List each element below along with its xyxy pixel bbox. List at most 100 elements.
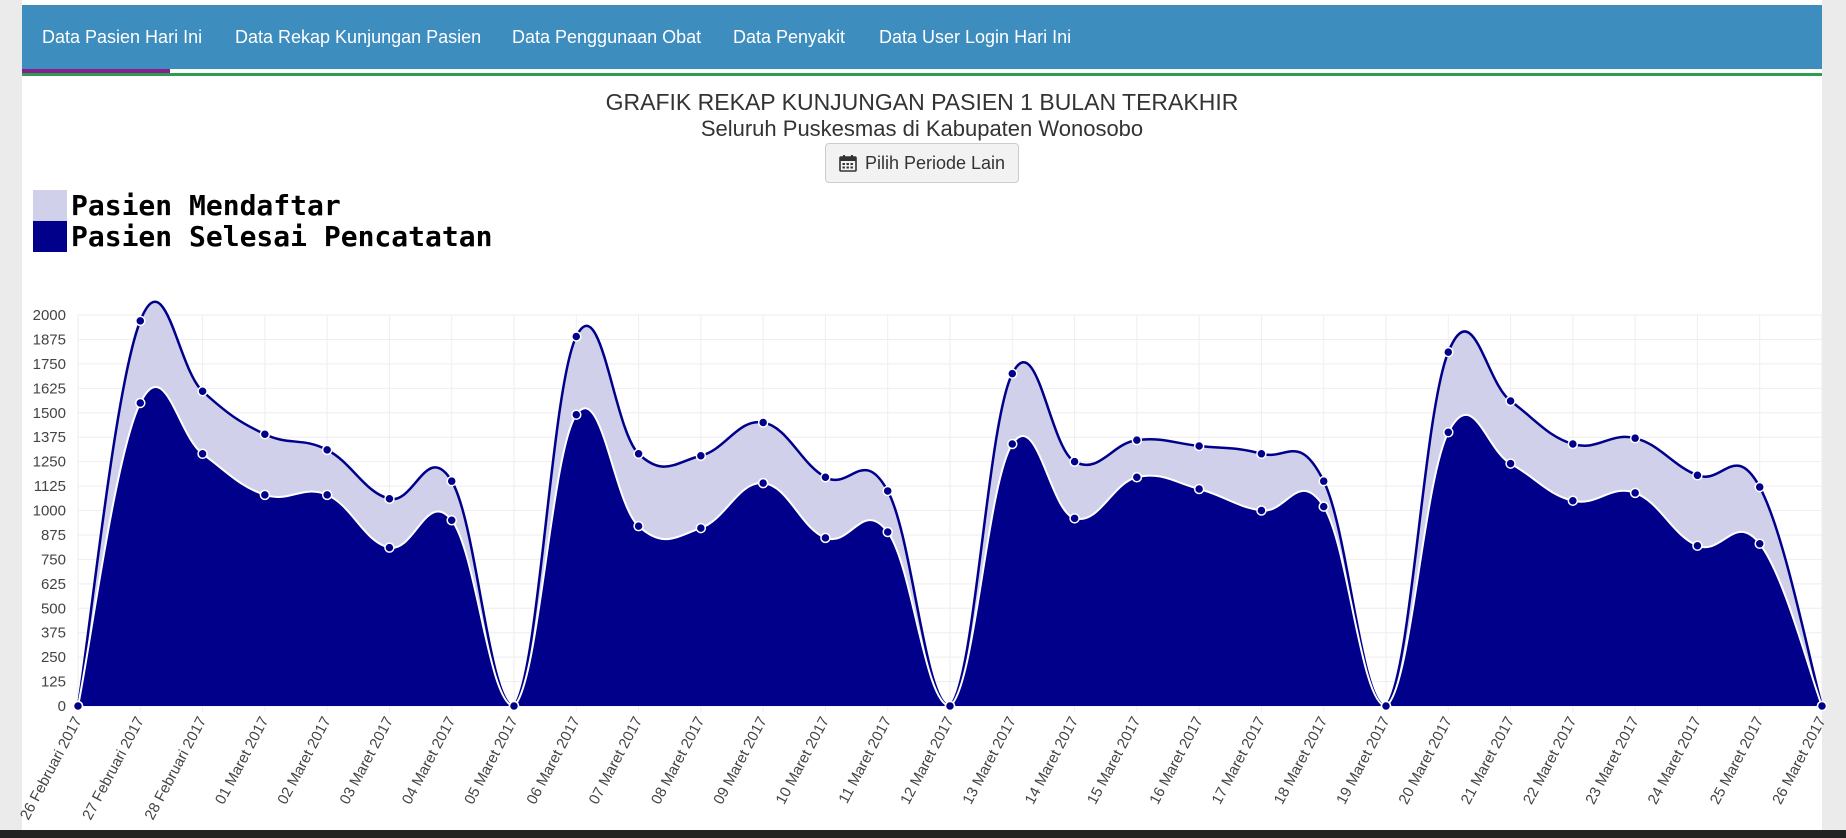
legend-swatch-pasien-selesai (33, 221, 67, 252)
point-pasien-selesai (1193, 483, 1205, 495)
nav-data-user-login-hari-ini[interactable]: Data User Login Hari Ini (879, 27, 1072, 47)
y-tick-label: 1000 (33, 503, 66, 520)
point-pasien-selesai (571, 409, 582, 420)
y-tick-label: 875 (41, 527, 66, 544)
nav-data-pasien-hari-ini[interactable]: Data Pasien Hari Ini (42, 27, 203, 47)
x-tick-label: 28 Februari 2017 (141, 714, 210, 823)
point-pasien-mendaftar (1069, 456, 1080, 467)
point-pasien-mendaftar (633, 448, 644, 460)
point-pasien-mendaftar (384, 493, 395, 505)
chart-title: GRAFIK REKAP KUNJUNGAN PASIEN 1 BULAN TE… (605, 89, 1239, 115)
y-tick-label: 1750 (33, 356, 66, 373)
x-tick-label: 26 Februari 2017 (17, 714, 86, 823)
y-tick-label: 250 (41, 649, 66, 666)
x-tick-label: 19 Maret 2017 (1333, 714, 1393, 807)
legend-swatch-pasien-mendaftar (33, 190, 67, 221)
point-pasien-selesai (259, 489, 271, 501)
top-navbar: Data Pasien Hari Ini Data Rekap Kunjunga… (22, 5, 1822, 74)
nav-data-rekap-kunjungan-pasien[interactable]: Data Rekap Kunjungan Pasien (235, 27, 482, 47)
x-tick-label: 06 Maret 2017 (523, 714, 583, 807)
nav-active-indicator (22, 69, 170, 74)
y-tick-label: 750 (41, 551, 66, 568)
x-tick-label: 26 Maret 2017 (1769, 714, 1829, 807)
x-tick-label: 11 Maret 2017 (835, 714, 895, 806)
y-tick-label: 0 (58, 698, 66, 715)
chart-subtitle: Seluruh Puskesmas di Kabupaten Wonosobo (700, 116, 1144, 141)
x-tick-label: 21 Maret 2017 (1458, 714, 1518, 807)
x-tick-label: 09 Maret 2017 (710, 714, 770, 807)
point-pasien-mendaftar (1692, 470, 1703, 481)
point-pasien-selesai (1318, 501, 1329, 512)
y-tick-label: 2000 (33, 307, 66, 324)
nav-underline (22, 73, 1822, 76)
x-tick-label: 27 Februari 2017 (79, 714, 148, 823)
point-pasien-mendaftar (1007, 368, 1018, 379)
x-tick-label: 22 Maret 2017 (1520, 714, 1580, 807)
legend-label-pasien-selesai: Pasien Selesai Pencatatan (71, 220, 493, 253)
point-pasien-selesai (197, 448, 208, 460)
point-pasien-selesai (633, 520, 644, 532)
y-tick-label: 1125 (34, 478, 66, 495)
x-tick-label: 14 Maret 2017 (1022, 714, 1082, 807)
area-chart: 0 125 250 375 500 625 750 875 1000 1125 1250 1375 15… (17, 300, 1830, 823)
pilih-periode-label: Pilih Periode Lain (864, 152, 1006, 173)
point-pasien-selesai (1443, 427, 1454, 438)
x-tick-label: 23 Maret 2017 (1582, 714, 1642, 807)
x-tick-label: 12 Maret 2017 (897, 714, 957, 807)
point-pasien-selesai (135, 397, 146, 409)
point-pasien-mendaftar (1131, 434, 1143, 446)
point-pasien-selesai (1256, 505, 1267, 516)
point-pasien-mendaftar (571, 331, 582, 342)
point-pasien-mendaftar (757, 417, 769, 428)
point-pasien-selesai (1629, 487, 1641, 499)
x-tick-label: 07 Maret 2017 (586, 714, 646, 807)
point-pasien-selesai (1131, 472, 1143, 483)
area-pasien-selesai (78, 386, 1822, 706)
bottom-strip (0, 830, 1846, 838)
y-tick-label: 125 (41, 674, 66, 691)
nav-data-penggunaan-obat[interactable]: Data Penggunaan Obat (512, 27, 702, 47)
point-pasien-selesai (508, 700, 520, 712)
point-pasien-selesai (1505, 458, 1516, 469)
point-pasien-mendaftar (820, 472, 831, 483)
legend-item-pasien-mendaftar: Pasien Mendaftar (33, 189, 492, 222)
y-tick-label: 1250 (33, 454, 66, 471)
point-pasien-mendaftar (1193, 440, 1205, 452)
point-pasien-mendaftar (1443, 346, 1454, 358)
point-pasien-selesai (820, 532, 831, 544)
point-pasien-selesai (1816, 700, 1828, 712)
point-pasien-mendaftar (135, 315, 146, 327)
point-pasien-mendaftar (1256, 448, 1267, 460)
x-tick-label: 01 Maret 2017 (212, 714, 272, 807)
point-pasien-selesai (1069, 513, 1080, 524)
point-pasien-selesai (882, 526, 893, 538)
y-tick-label: 1500 (33, 405, 66, 422)
point-pasien-selesai (1567, 495, 1579, 506)
x-tick-label: 03 Maret 2017 (337, 714, 397, 807)
legend-label-pasien-mendaftar: Pasien Mendaftar (71, 189, 341, 222)
point-pasien-selesai (446, 515, 457, 526)
point-pasien-selesai (1007, 438, 1018, 450)
point-pasien-selesai (321, 489, 333, 501)
y-tick-label: 1875 (33, 331, 66, 348)
x-tick-label: 10 Maret 2017 (773, 714, 833, 807)
point-pasien-mendaftar (1629, 432, 1641, 444)
point-pasien-selesai (384, 542, 395, 553)
point-pasien-mendaftar (882, 485, 893, 497)
point-pasien-selesai (1380, 700, 1392, 712)
point-pasien-selesai (695, 522, 707, 534)
x-tick-label: 13 Maret 2017 (959, 714, 1019, 807)
y-tick-label: 500 (41, 600, 66, 617)
chart-legend: Pasien Mendaftar Pasien Selesai Pencatat… (33, 189, 493, 253)
point-pasien-mendaftar (1505, 395, 1516, 407)
pilih-periode-button[interactable]: Pilih Periode Lain (825, 143, 1019, 183)
point-pasien-selesai (1692, 540, 1703, 551)
x-tick-label: 24 Maret 2017 (1645, 714, 1705, 807)
point-pasien-selesai (944, 700, 956, 712)
x-tick-label: 25 Maret 2017 (1707, 714, 1767, 807)
nav-data-penyakit[interactable]: Data Penyakit (733, 27, 846, 47)
y-tick-label: 1625 (33, 380, 66, 397)
x-tick-label: 05 Maret 2017 (461, 714, 521, 807)
legend-item-pasien-selesai: Pasien Selesai Pencatatan (33, 220, 493, 253)
point-pasien-mendaftar (259, 429, 271, 440)
